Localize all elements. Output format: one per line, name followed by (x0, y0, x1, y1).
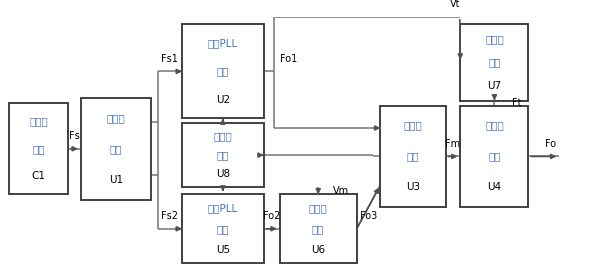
Text: Fm: Fm (446, 139, 461, 149)
FancyBboxPatch shape (9, 103, 68, 194)
Text: U8: U8 (216, 169, 230, 179)
FancyBboxPatch shape (182, 123, 264, 187)
Text: 模块: 模块 (217, 66, 229, 76)
FancyBboxPatch shape (461, 106, 528, 207)
Text: 模块: 模块 (488, 152, 500, 161)
Text: C1: C1 (32, 171, 46, 181)
Text: U2: U2 (216, 95, 230, 105)
Text: U3: U3 (406, 182, 420, 192)
Text: 第一PLL: 第一PLL (208, 203, 238, 213)
Text: Vm: Vm (333, 186, 349, 196)
Text: U7: U7 (487, 81, 502, 91)
Text: 模块: 模块 (33, 144, 45, 154)
Text: 模块: 模块 (217, 150, 229, 160)
Text: U6: U6 (311, 245, 325, 255)
FancyBboxPatch shape (81, 98, 151, 200)
Text: Fo3: Fo3 (360, 211, 377, 221)
Text: 模块: 模块 (109, 144, 122, 154)
Text: 模块: 模块 (407, 152, 419, 161)
Text: 模块: 模块 (217, 224, 229, 234)
Text: Fs2: Fs2 (161, 211, 178, 221)
Text: 参考源: 参考源 (29, 116, 48, 126)
Text: 模块: 模块 (488, 58, 500, 67)
FancyBboxPatch shape (280, 194, 357, 263)
FancyBboxPatch shape (182, 24, 264, 118)
Text: Fs: Fs (69, 131, 80, 141)
Text: 功分器: 功分器 (107, 113, 125, 123)
FancyBboxPatch shape (380, 106, 446, 207)
Text: 第一PLL: 第一PLL (208, 38, 238, 48)
Text: 移相器: 移相器 (309, 203, 328, 213)
Text: 耦合器: 耦合器 (485, 121, 504, 131)
FancyBboxPatch shape (182, 194, 264, 263)
FancyBboxPatch shape (461, 24, 528, 101)
Text: Fo: Fo (545, 139, 556, 149)
Text: 合路器: 合路器 (403, 121, 422, 131)
Text: Fo1: Fo1 (280, 54, 298, 64)
Text: Fs1: Fs1 (161, 54, 178, 64)
Text: 检波器: 检波器 (485, 35, 504, 44)
Text: U5: U5 (216, 245, 230, 255)
Text: 控制器: 控制器 (214, 131, 232, 141)
Text: 模块: 模块 (312, 224, 324, 234)
Text: U4: U4 (487, 182, 502, 192)
Text: Vt: Vt (450, 0, 461, 9)
Text: Ft: Ft (512, 98, 522, 108)
Text: Fo2: Fo2 (263, 211, 280, 221)
Text: U1: U1 (109, 175, 123, 185)
